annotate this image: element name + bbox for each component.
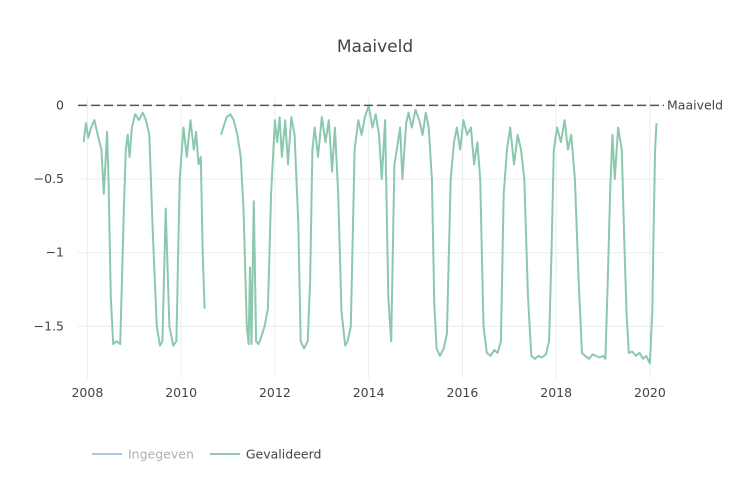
legend[interactable]: Ingegeven Gevalideerd [92,447,321,462]
axis-ticks: 0 −0.5 −1 −1.5 2008 2010 2012 2014 2016 2018 2020 [34,97,666,400]
legend-label: Gevalideerd [246,447,322,462]
reference-line-group: Maaiveld [78,97,723,112]
y-tick-label: −1.5 [34,318,64,333]
series-line-gevalideerd [82,111,206,347]
legend-label: Ingegeven [128,447,194,462]
series-layer [82,104,658,365]
x-tick-label: 2008 [71,385,103,400]
grid [78,98,664,378]
legend-item-ingegeven[interactable]: Ingegeven [92,447,194,462]
series-line-gevalideerd [220,104,658,365]
x-tick-label: 2010 [165,385,197,400]
x-tick-label: 2018 [540,385,572,400]
y-tick-label: −0.5 [34,171,64,186]
y-tick-label: −1 [46,245,64,260]
x-tick-label: 2020 [634,385,666,400]
x-tick-label: 2016 [447,385,479,400]
x-tick-label: 2014 [353,385,385,400]
legend-item-gevalideerd[interactable]: Gevalideerd [209,447,322,462]
reference-line-label: Maaiveld [667,97,723,112]
chart-title: Maaiveld [337,37,413,57]
x-tick-label: 2012 [259,385,291,400]
y-tick-label: 0 [56,97,64,112]
